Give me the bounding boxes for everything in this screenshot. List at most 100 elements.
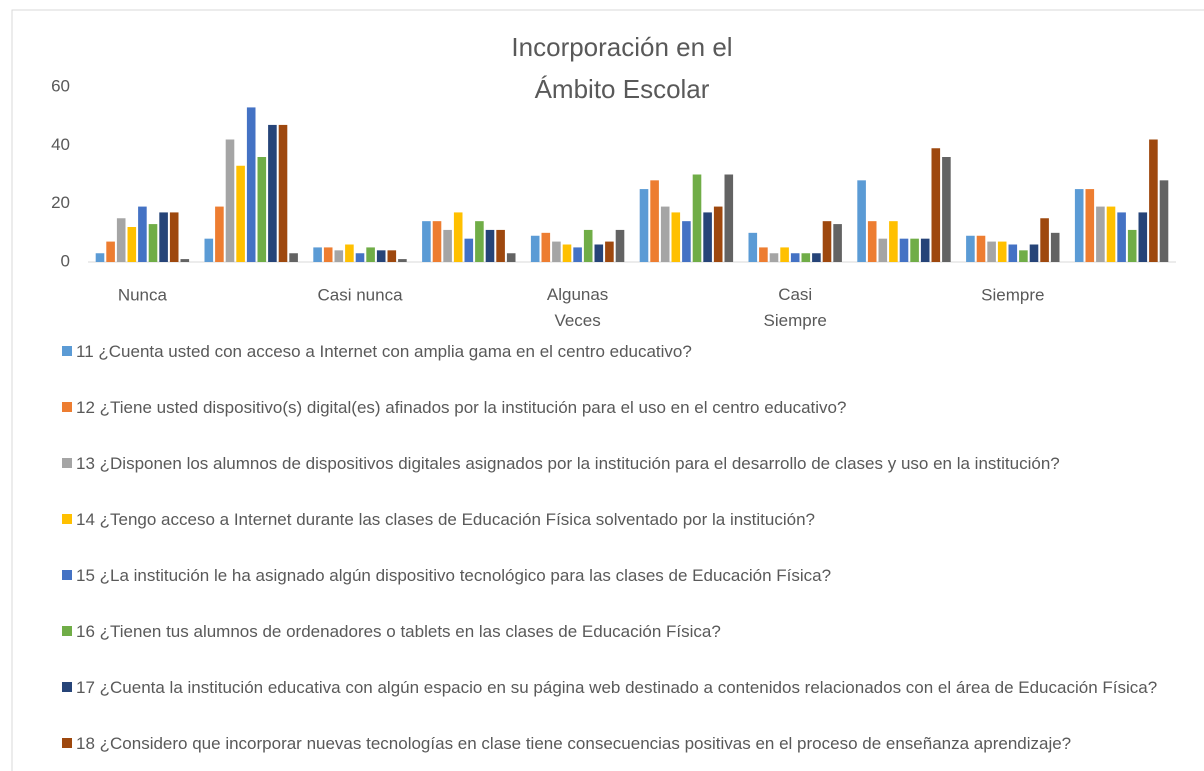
bar bbox=[268, 124, 277, 263]
legend-label: 16 ¿Tienen tus alumnos de ordenadores o … bbox=[76, 622, 721, 641]
legend-entry: 16 ¿Tienen tus alumnos de ordenadores o … bbox=[62, 620, 1197, 643]
bar bbox=[790, 253, 800, 262]
bar bbox=[366, 247, 375, 262]
bar bbox=[703, 212, 712, 262]
bar bbox=[1019, 250, 1028, 262]
bar bbox=[899, 238, 909, 262]
x-tick-label: Nunca bbox=[118, 285, 168, 304]
legend-swatch bbox=[62, 514, 72, 524]
bar bbox=[1138, 212, 1148, 262]
bar bbox=[1040, 218, 1049, 262]
bar bbox=[650, 180, 659, 262]
bar bbox=[180, 259, 190, 262]
bar bbox=[246, 107, 256, 263]
bar bbox=[552, 241, 561, 262]
bar bbox=[1008, 244, 1018, 262]
bar bbox=[724, 174, 734, 262]
bar bbox=[453, 212, 463, 262]
legend-label: 12 ¿Tiene usted dispositivo(s) digital(e… bbox=[76, 398, 847, 417]
x-tick-label: Algunas Veces bbox=[547, 285, 608, 330]
bar bbox=[987, 241, 996, 262]
bar bbox=[878, 238, 888, 262]
y-tick-label: 0 bbox=[61, 251, 70, 270]
bar bbox=[910, 238, 919, 262]
bar bbox=[671, 212, 681, 262]
bar bbox=[889, 221, 898, 262]
bar bbox=[1050, 232, 1060, 262]
bar bbox=[801, 253, 811, 262]
legend-label: 15 ¿La institución le ha asignado algún … bbox=[76, 566, 832, 585]
bar bbox=[639, 189, 649, 262]
legend-swatch bbox=[62, 570, 72, 580]
bar bbox=[997, 241, 1007, 262]
bar bbox=[812, 253, 821, 262]
bar bbox=[127, 227, 137, 262]
bar bbox=[464, 238, 474, 262]
y-tick-label: 40 bbox=[51, 135, 70, 154]
bar bbox=[976, 235, 986, 262]
legend-entry: 12 ¿Tiene usted dispositivo(s) digital(e… bbox=[62, 396, 1197, 419]
bar bbox=[530, 235, 540, 262]
legend-swatch bbox=[62, 402, 72, 412]
legend-entry: 15 ¿La institución le ha asignado algún … bbox=[62, 564, 1197, 587]
bar bbox=[398, 259, 407, 262]
legend-entry: 18 ¿Considero que incorporar nuevas tecn… bbox=[62, 732, 1197, 755]
bar bbox=[225, 139, 235, 262]
x-tick-label: Siempre bbox=[981, 285, 1044, 304]
bar bbox=[920, 238, 930, 262]
legend-swatch bbox=[62, 346, 72, 356]
bar bbox=[931, 148, 941, 262]
x-tick-label: Casi nunca bbox=[317, 285, 403, 304]
bar bbox=[822, 221, 832, 262]
bar bbox=[323, 247, 333, 262]
x-tick-label: Casi Siempre bbox=[764, 285, 827, 330]
legend-entry: 14 ¿Tengo acceso a Internet durante las … bbox=[62, 508, 1197, 531]
bar bbox=[1117, 212, 1126, 262]
bar bbox=[257, 157, 267, 262]
bar bbox=[748, 232, 758, 262]
bar bbox=[1106, 206, 1116, 262]
bar bbox=[966, 235, 975, 262]
bar bbox=[432, 221, 442, 262]
legend-swatch bbox=[62, 682, 72, 692]
bar bbox=[345, 244, 354, 262]
bar bbox=[334, 250, 344, 262]
bar bbox=[443, 229, 452, 262]
bar bbox=[833, 224, 842, 262]
y-tick-label: 20 bbox=[51, 193, 70, 212]
bar bbox=[159, 212, 168, 262]
bar bbox=[215, 206, 224, 262]
bar bbox=[1149, 139, 1158, 262]
bar bbox=[289, 253, 298, 262]
bar bbox=[867, 221, 877, 262]
legend-entry: 17 ¿Cuenta la institución educativa con … bbox=[62, 676, 1197, 699]
bar bbox=[313, 247, 322, 262]
legend-label: 18 ¿Considero que incorporar nuevas tecn… bbox=[76, 734, 1072, 753]
bar bbox=[475, 221, 484, 262]
bar bbox=[605, 241, 614, 262]
bar bbox=[355, 253, 365, 262]
bar bbox=[1085, 189, 1095, 262]
bar bbox=[1029, 244, 1039, 262]
bar bbox=[857, 180, 866, 262]
bar bbox=[116, 218, 126, 262]
bar bbox=[422, 221, 431, 262]
bar bbox=[236, 165, 245, 262]
chart-title: Incorporación en el Ámbito Escolar bbox=[511, 32, 733, 104]
bar bbox=[1127, 229, 1137, 262]
bar bbox=[169, 212, 179, 262]
bar bbox=[278, 124, 288, 263]
legend-swatch bbox=[62, 738, 72, 748]
bar bbox=[1074, 189, 1084, 262]
legend-label: 13 ¿Disponen los alumnos de dispositivos… bbox=[76, 454, 1060, 473]
legend-swatch bbox=[62, 626, 72, 636]
bar bbox=[496, 229, 505, 262]
bar bbox=[541, 232, 551, 262]
y-tick-label: 60 bbox=[51, 76, 70, 95]
legend-swatch bbox=[62, 458, 72, 468]
legend-label: 14 ¿Tengo acceso a Internet durante las … bbox=[76, 510, 815, 529]
legend-entry: 11 ¿Cuenta usted con acceso a Internet c… bbox=[62, 340, 1197, 363]
bar bbox=[780, 247, 789, 262]
